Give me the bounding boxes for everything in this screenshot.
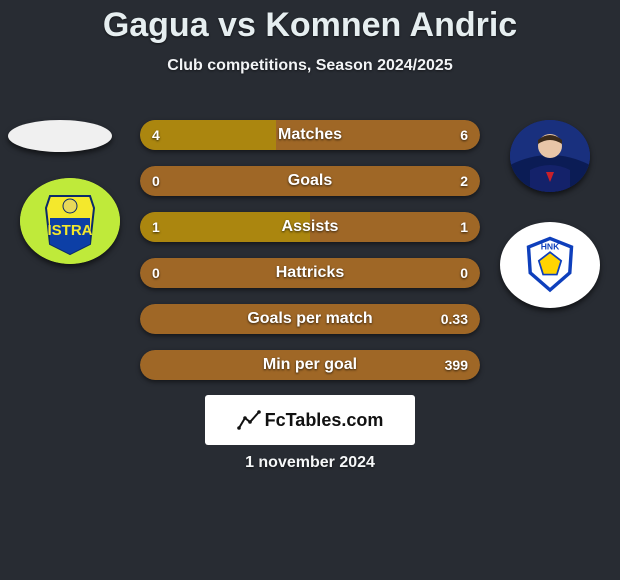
stat-row: 0.33Goals per match [140,304,480,334]
stat-label: Goals [140,166,480,196]
stat-row: 46Matches [140,120,480,150]
watermark: FcTables.com [205,395,415,445]
stat-row: 02Goals [140,166,480,196]
avatar-left-placeholder [8,120,112,152]
avatar-right [510,120,590,192]
stat-row: 00Hattricks [140,258,480,288]
stat-label: Hattricks [140,258,480,288]
date-text: 1 november 2024 [0,454,620,472]
page-title: Gagua vs Komnen Andric [0,0,620,45]
svg-text:ISTRA: ISTRA [48,222,93,239]
stat-label: Goals per match [140,304,480,334]
stat-row: 11Assists [140,212,480,242]
club-crest-left: ISTRA [20,178,120,264]
svg-text:HNK: HNK [541,242,560,252]
stats-bars: 46Matches 02Goals 11Assists 00Hattricks 0.33… [140,120,480,396]
club-crest-right: HNK [500,222,600,308]
stat-row: 399Min per goal [140,350,480,380]
stat-label: Assists [140,212,480,242]
chart-icon [237,408,261,432]
watermark-text: FcTables.com [265,410,384,431]
stat-label: Min per goal [140,350,480,380]
stat-label: Matches [140,120,480,150]
page-subtitle: Club competitions, Season 2024/2025 [0,57,620,75]
